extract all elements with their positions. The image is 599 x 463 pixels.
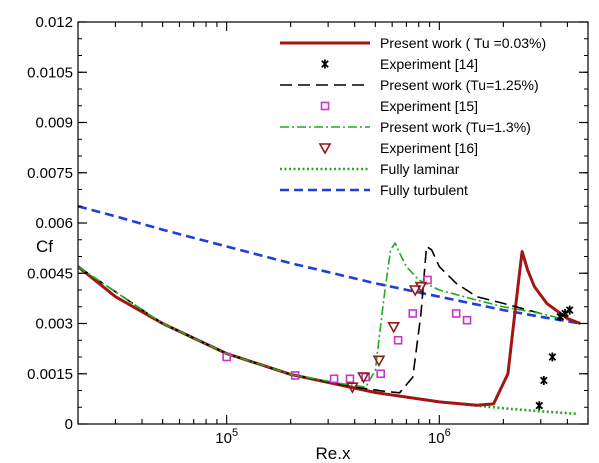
data-point-square — [462, 315, 472, 325]
y-tick-label: 0.0045 — [27, 265, 73, 282]
y-tick-label: 0.012 — [35, 14, 73, 31]
legend-label: Fully laminar — [380, 161, 460, 177]
series-6 — [78, 265, 579, 416]
legend-entry: Fully laminar — [280, 161, 460, 177]
legend-label: Experiment [16] — [380, 140, 478, 156]
legend-label: Present work (Tu=1.25%) — [380, 77, 539, 93]
y-tick-label: 0.006 — [35, 215, 73, 232]
legend-entry: Fully turbulent — [280, 182, 468, 198]
legend-entry: Present work (Tu=1.3%) — [280, 119, 531, 135]
legend: Present work ( Tu =0.03%) Experiment [14]… — [268, 30, 574, 220]
series-5 — [346, 281, 428, 394]
legend-label: Present work ( Tu =0.03%) — [380, 35, 546, 51]
series-layer — [78, 205, 581, 416]
legend-box — [268, 30, 574, 220]
data-point-square — [320, 101, 330, 111]
data-point-triangle — [408, 285, 422, 297]
data-point-asterisk — [535, 401, 544, 411]
legend-label: Present work (Tu=1.3%) — [380, 119, 531, 135]
legend-label: Experiment [14] — [380, 56, 478, 72]
y-tick-label: 0.0015 — [27, 366, 73, 383]
legend-entry: Present work ( Tu =0.03%) — [280, 35, 546, 51]
y-tick-label: 0.0075 — [27, 165, 73, 182]
data-point-triangle — [318, 143, 332, 155]
legend-entry: Experiment [14] — [321, 56, 478, 72]
data-point-asterisk — [556, 312, 565, 322]
series-4 — [78, 242, 568, 388]
series-line — [78, 265, 579, 416]
axis-layer: 0 0.0015 0.003 0.0045 0.006 0.0075 0.009 0.0105… — [27, 14, 589, 447]
data-point-square — [345, 374, 355, 384]
series-line — [78, 242, 568, 388]
data-point-square — [290, 371, 300, 380]
data-point-square — [408, 309, 418, 318]
legend-label: Fully turbulent — [380, 182, 468, 198]
data-point-asterisk — [565, 305, 574, 315]
series-1 — [535, 305, 574, 411]
data-point-square — [222, 352, 231, 362]
data-point-square — [329, 374, 339, 384]
series-line — [78, 205, 581, 325]
x-tick-label: 106 — [428, 427, 451, 447]
y-tick-label: 0.0105 — [27, 64, 73, 81]
data-point-asterisk — [540, 375, 548, 385]
y-tick-label: 0.009 — [35, 115, 73, 132]
data-point-triangle — [372, 355, 386, 367]
data-point-square — [376, 369, 385, 379]
data-point-square — [423, 275, 432, 285]
data-point-asterisk — [548, 352, 557, 362]
data-point-asterisk — [321, 59, 329, 69]
x-axis-label: Re.x — [316, 444, 351, 463]
data-point-triangle — [387, 322, 401, 334]
data-point-triangle — [357, 372, 370, 384]
legend-entry: Present work (Tu=1.25%) — [280, 77, 539, 93]
series-3 — [222, 275, 472, 384]
y-axis-label: Cf — [36, 237, 53, 256]
legend-entry: Experiment [16] — [318, 140, 478, 156]
y-tick-label: 0.003 — [35, 316, 73, 333]
data-point-square — [393, 335, 403, 345]
legend-label: Experiment [15] — [380, 98, 478, 114]
x-tick-label: 105 — [215, 427, 238, 447]
data-point-triangle — [414, 281, 428, 294]
series-7 — [78, 205, 581, 325]
y-tick-label: 0 — [65, 416, 73, 433]
data-point-triangle — [346, 382, 359, 394]
data-point-square — [451, 309, 461, 318]
legend-entry: Experiment [15] — [320, 98, 478, 114]
